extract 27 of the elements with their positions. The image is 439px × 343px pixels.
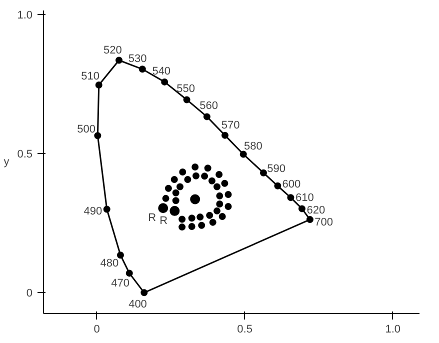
y-tick-label: 0 <box>26 288 33 300</box>
y-tick-label: 1.0 <box>17 10 33 22</box>
annotation: 540 <box>152 65 171 78</box>
annotation: 570 <box>221 119 240 132</box>
annotation: R <box>148 212 156 224</box>
y-axis-title: y <box>4 156 10 168</box>
x-tick-label: 1.0 <box>385 324 401 336</box>
x-tick-label: 0 <box>94 324 100 336</box>
annotation: R <box>160 214 168 227</box>
annotation: 400 <box>128 298 147 310</box>
annotation: 600 <box>282 178 301 191</box>
annotation: 490 <box>84 205 102 218</box>
annotation: 470 <box>111 277 130 290</box>
y-tick-label: 0.5 <box>17 148 33 161</box>
annotation: 620 <box>306 204 326 217</box>
annotation: 500 <box>77 124 96 136</box>
annotation: 480 <box>100 258 119 270</box>
annotation: 550 <box>176 82 195 95</box>
annotation: 610 <box>296 192 314 204</box>
annotation: 700 <box>314 216 333 229</box>
x-tick-label: 0.5 <box>237 324 252 336</box>
annotation: 590 <box>267 163 286 176</box>
annotation: 530 <box>128 52 147 65</box>
annotation: 520 <box>104 44 122 57</box>
annotation: 560 <box>200 100 218 112</box>
annotation: 510 <box>81 70 100 83</box>
annotation: 580 <box>244 140 262 153</box>
